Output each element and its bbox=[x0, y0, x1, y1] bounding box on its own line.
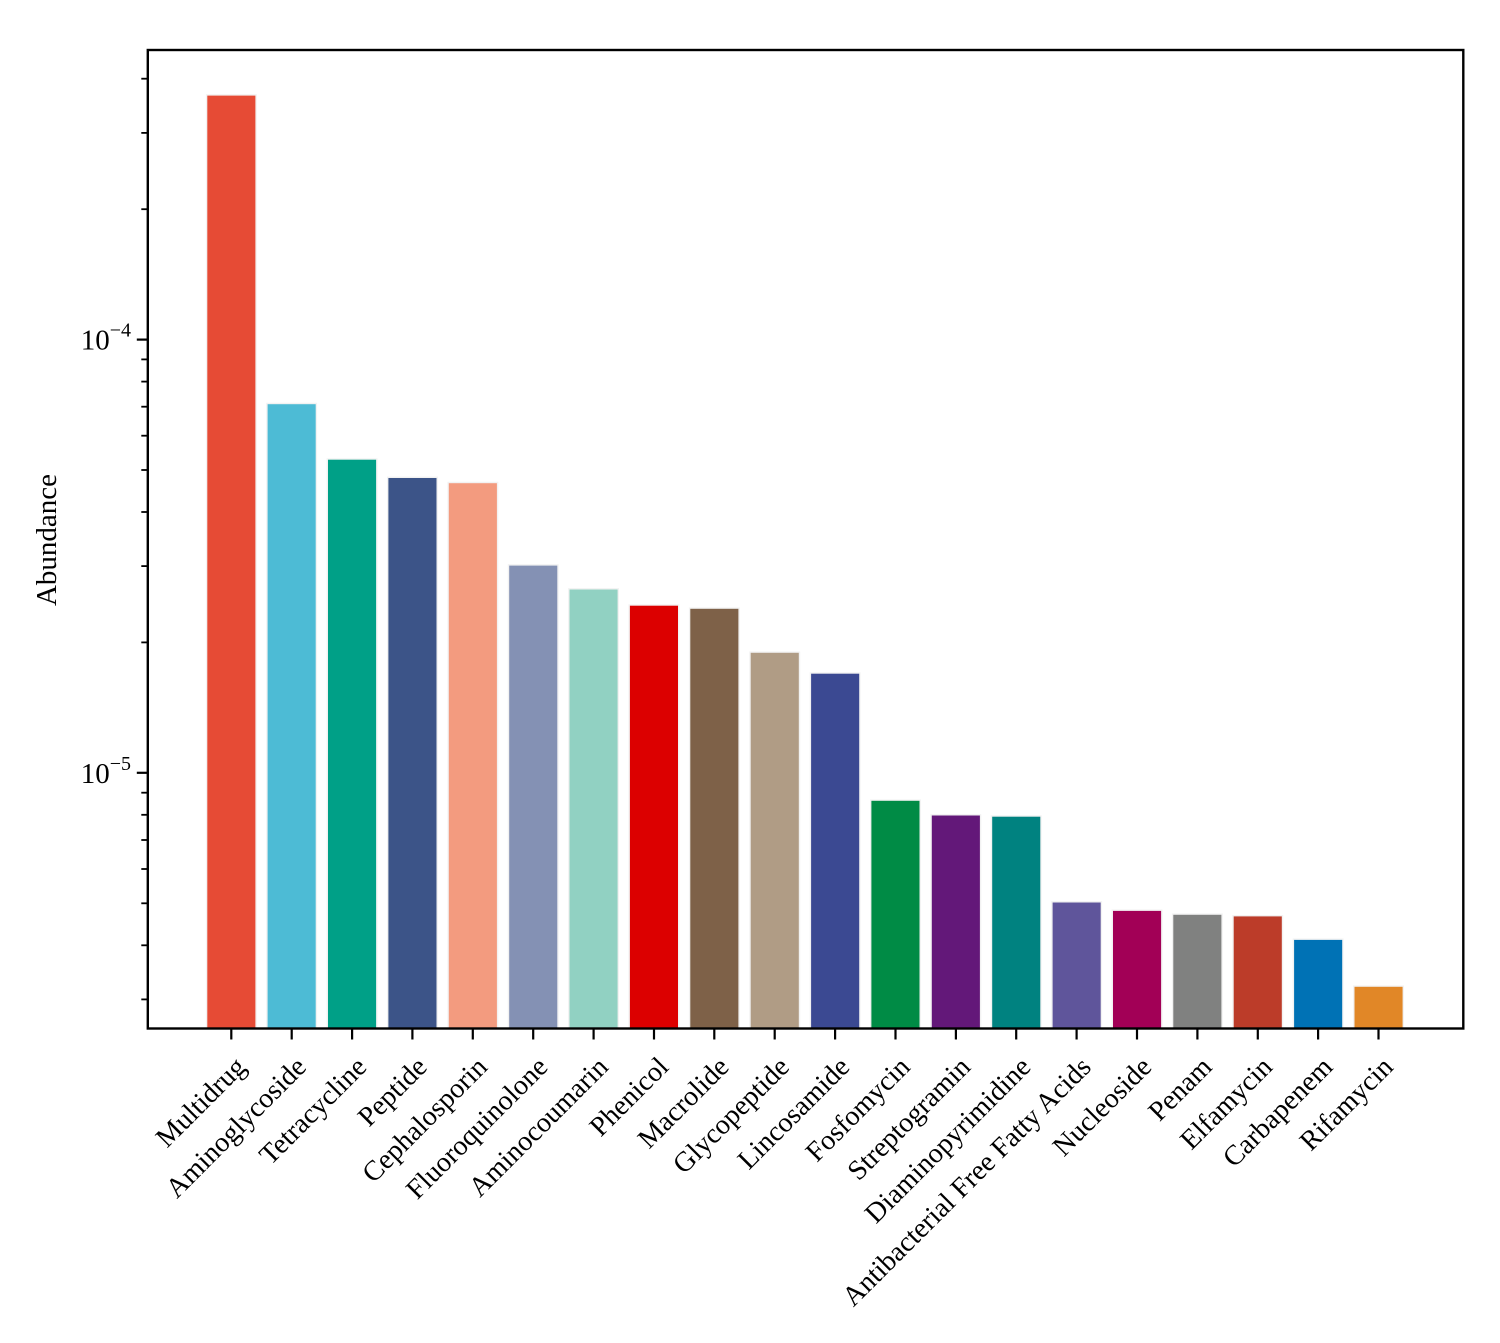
bar-macrolide bbox=[688, 607, 740, 1030]
bar-aminoglycoside bbox=[266, 402, 318, 1030]
bar-phenicol bbox=[628, 604, 680, 1030]
bars-group bbox=[205, 94, 1405, 1030]
bar-antibacterial-free-fatty-acids bbox=[1051, 901, 1103, 1030]
bar-peptide bbox=[387, 476, 438, 1030]
bar-fluoroquinolone bbox=[507, 564, 559, 1030]
y-tick-label: 10−5 bbox=[81, 753, 131, 790]
y-tick-label: 10−4 bbox=[81, 320, 131, 357]
bar-carbapenem bbox=[1292, 938, 1344, 1030]
bar-glycopeptide bbox=[749, 651, 801, 1030]
bar-cephalosporin bbox=[447, 481, 499, 1030]
bar-diaminopyrimidine bbox=[990, 815, 1042, 1030]
y-axis-tick-labels: 10−4 10−5 bbox=[81, 320, 131, 790]
bar-elfamycin bbox=[1232, 915, 1284, 1030]
y-axis-ticks bbox=[136, 77, 148, 1001]
bar-aminocoumarin bbox=[568, 588, 619, 1030]
bar-nucleoside bbox=[1111, 909, 1163, 1030]
bar-fosfomycin bbox=[870, 799, 921, 1030]
bar-tetracycline bbox=[326, 458, 378, 1030]
plot-border bbox=[146, 48, 1465, 1030]
y-axis-label: Abundance bbox=[31, 474, 63, 606]
bar-streptogramin bbox=[930, 814, 982, 1030]
bar-penam bbox=[1171, 913, 1223, 1030]
bar-rifamycin bbox=[1353, 985, 1405, 1030]
x-axis-labels: MultidrugAminoglycosideTetracyclinePepti… bbox=[150, 1051, 1399, 1312]
bar-multidrug bbox=[205, 94, 257, 1030]
bar-lincosamide bbox=[809, 672, 861, 1030]
x-axis-ticks bbox=[230, 1028, 1380, 1040]
